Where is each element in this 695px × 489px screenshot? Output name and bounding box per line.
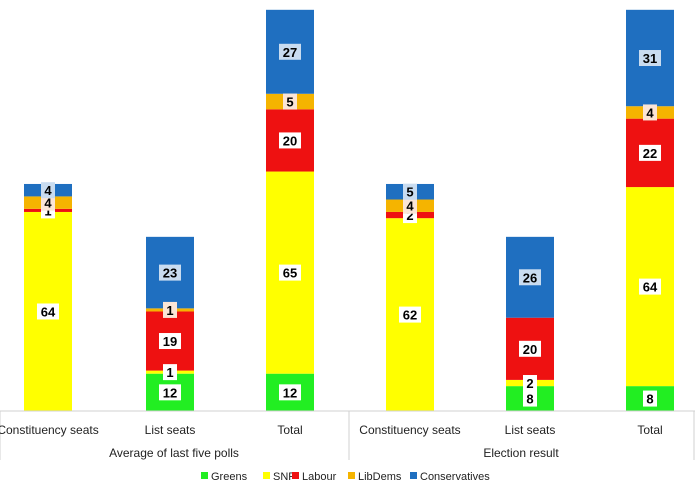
legend-label-labour: Labour: [302, 471, 337, 483]
data-label-bg-libdems-1: [163, 301, 177, 318]
legend-label-libdems: LibDems: [358, 471, 402, 483]
data-label-conservatives-4: 26: [523, 270, 537, 285]
legend-label-greens: Greens: [211, 471, 248, 483]
data-label-bg-snp-2: [279, 264, 301, 281]
legend-swatch-labour: [292, 472, 299, 479]
legend-swatch-conservatives: [410, 472, 417, 479]
data-label-bg-snp-3: [399, 306, 421, 323]
legend-swatch-greens: [201, 472, 208, 479]
legend-label-conservatives: Conservatives: [420, 471, 490, 483]
data-label-bg-conservatives-5: [639, 50, 661, 67]
data-labels-layer: 6414412119123126520527622458220268642243…: [37, 43, 661, 407]
data-label-conservatives-2: 27: [283, 45, 297, 60]
data-label-bg-greens-2: [279, 384, 301, 401]
data-label-bg-conservatives-1: [159, 264, 181, 281]
legend-label-snp: SNP: [273, 471, 296, 483]
data-label-bg-greens-5: [643, 390, 657, 407]
data-label-bg-labour-1: [159, 333, 181, 350]
data-label-snp-1: 1: [166, 365, 173, 380]
data-label-bg-conservatives-3: [403, 183, 417, 200]
data-label-bg-labour-4: [519, 340, 541, 357]
data-label-bg-libdems-3: [403, 197, 417, 214]
category-label-2: Total: [277, 423, 302, 437]
data-label-bg-greens-1: [159, 384, 181, 401]
data-label-labour-5: 22: [643, 146, 657, 161]
category-axis: [0, 410, 695, 460]
data-label-labour-0: 1: [44, 203, 51, 218]
category-label-0: Constituency seats: [0, 423, 99, 437]
data-label-bg-conservatives-0: [41, 182, 55, 199]
data-label-bg-libdems-5: [643, 104, 657, 121]
category-label-1: List seats: [145, 423, 196, 437]
bars-layer: [24, 9, 674, 411]
category-labels: Constituency seats List seats Total Constit…: [0, 423, 663, 437]
group-labels: Average of last five polls Election resul…: [109, 446, 559, 460]
data-label-greens-4: 8: [526, 392, 533, 407]
data-label-bg-labour-2: [279, 132, 301, 149]
data-label-labour-2: 20: [283, 133, 297, 148]
data-label-libdems-0: 4: [44, 196, 52, 211]
legend-swatch-snp: [263, 472, 270, 479]
data-label-libdems-5: 4: [646, 105, 654, 120]
data-label-bg-libdems-0: [41, 194, 55, 211]
data-label-bg-libdems-2: [283, 93, 297, 110]
data-label-conservatives-1: 23: [163, 266, 177, 281]
data-label-bg-snp-0: [37, 303, 59, 320]
group-label-1: Election result: [483, 446, 559, 460]
category-label-5: Total: [637, 423, 662, 437]
data-label-conservatives-0: 4: [44, 183, 52, 198]
category-label-4: List seats: [505, 423, 556, 437]
data-label-libdems-2: 5: [286, 95, 293, 110]
data-label-snp-2: 65: [283, 266, 297, 281]
data-label-bg-snp-1: [163, 364, 177, 381]
data-label-libdems-3: 4: [406, 199, 414, 214]
data-label-libdems-1: 1: [166, 303, 173, 318]
data-label-snp-4: 2: [526, 376, 533, 391]
data-label-labour-3: 2: [406, 208, 413, 223]
legend-swatch-libdems: [348, 472, 355, 479]
data-label-snp-3: 62: [403, 308, 417, 323]
data-label-bg-greens-4: [523, 390, 537, 407]
data-label-snp-5: 64: [643, 280, 658, 295]
data-label-greens-5: 8: [646, 392, 653, 407]
data-label-conservatives-5: 31: [643, 51, 657, 66]
data-label-bg-conservatives-2: [279, 43, 301, 60]
group-label-0: Average of last five polls: [109, 446, 239, 460]
data-label-labour-1: 19: [163, 334, 177, 349]
data-label-conservatives-3: 5: [406, 185, 413, 200]
legend: Greens SNP Labour LibDems Conservatives: [201, 471, 490, 483]
data-label-greens-1: 12: [163, 385, 177, 400]
data-label-snp-0: 64: [41, 304, 56, 319]
data-label-bg-conservatives-4: [519, 269, 541, 286]
data-label-greens-2: 12: [283, 385, 297, 400]
data-label-bg-snp-5: [639, 278, 661, 295]
data-label-bg-labour-5: [639, 144, 661, 161]
category-label-3: Constituency seats: [359, 423, 460, 437]
data-label-bg-snp-4: [523, 375, 537, 392]
data-label-labour-4: 20: [523, 342, 537, 357]
